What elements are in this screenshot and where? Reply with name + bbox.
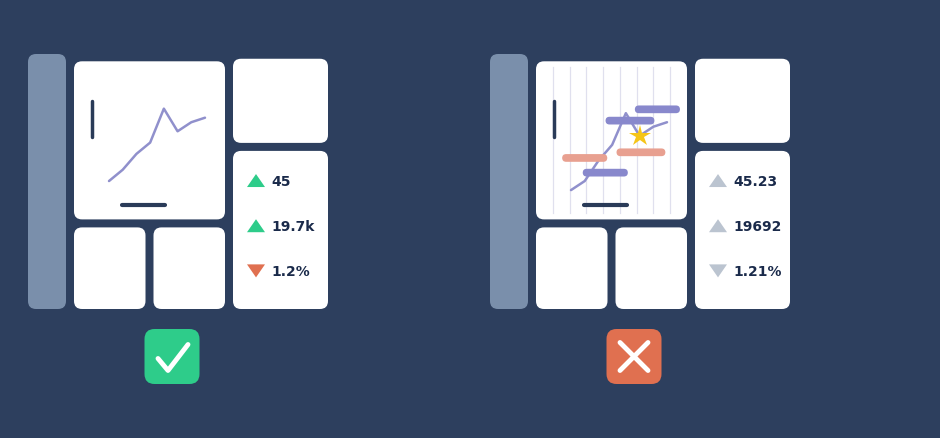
FancyBboxPatch shape xyxy=(145,329,199,384)
Polygon shape xyxy=(709,220,727,233)
Polygon shape xyxy=(247,220,265,233)
FancyBboxPatch shape xyxy=(606,329,662,384)
Text: 45.23: 45.23 xyxy=(733,174,777,188)
FancyBboxPatch shape xyxy=(153,228,225,309)
FancyBboxPatch shape xyxy=(536,62,687,220)
Text: 19.7k: 19.7k xyxy=(271,219,314,233)
Text: 1.21%: 1.21% xyxy=(733,264,781,278)
Polygon shape xyxy=(709,265,727,278)
Polygon shape xyxy=(709,175,727,187)
FancyBboxPatch shape xyxy=(74,62,225,220)
FancyBboxPatch shape xyxy=(74,228,146,309)
FancyBboxPatch shape xyxy=(562,155,607,162)
FancyBboxPatch shape xyxy=(695,60,790,144)
FancyBboxPatch shape xyxy=(233,60,328,144)
FancyBboxPatch shape xyxy=(233,152,328,309)
FancyBboxPatch shape xyxy=(695,152,790,309)
Text: 1.2%: 1.2% xyxy=(271,264,310,278)
Polygon shape xyxy=(247,265,265,278)
FancyBboxPatch shape xyxy=(490,55,528,309)
FancyBboxPatch shape xyxy=(634,106,680,114)
Text: 19692: 19692 xyxy=(733,219,781,233)
FancyBboxPatch shape xyxy=(617,149,666,157)
FancyBboxPatch shape xyxy=(605,117,654,125)
Text: 45: 45 xyxy=(271,174,290,188)
FancyBboxPatch shape xyxy=(616,228,687,309)
FancyBboxPatch shape xyxy=(536,228,607,309)
FancyBboxPatch shape xyxy=(583,170,628,177)
Polygon shape xyxy=(247,175,265,187)
FancyBboxPatch shape xyxy=(28,55,66,309)
